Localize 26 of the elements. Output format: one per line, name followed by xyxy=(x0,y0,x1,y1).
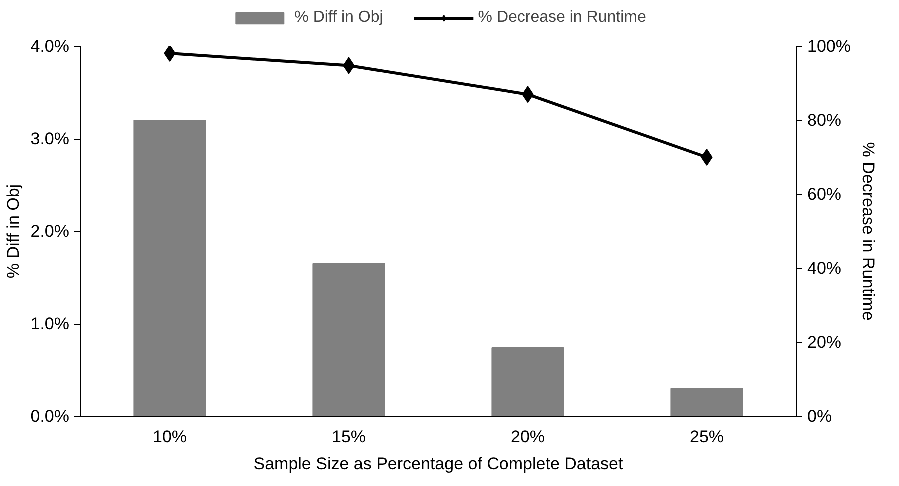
y2-tick-label: 0% xyxy=(808,407,832,426)
y2-axis-title: % Decrease in Runtime xyxy=(858,142,878,321)
y2-tick-label: 100% xyxy=(808,37,851,56)
point xyxy=(164,46,176,62)
legend-label: % Decrease in Runtime xyxy=(478,9,646,27)
x-axis-title: Sample Size as Percentage of Complete Dataset xyxy=(254,454,624,474)
y2-tick-label: 60% xyxy=(808,185,842,204)
x-tick-label: 20% xyxy=(510,428,546,446)
y-tick-label: 1.0% xyxy=(30,314,70,334)
y-tick-label: 0.0% xyxy=(30,407,70,426)
y-tick-label: 4.0% xyxy=(30,37,70,56)
point xyxy=(701,149,713,166)
y-axis-title: % Diff in Obj xyxy=(4,184,23,279)
bar xyxy=(312,263,386,416)
legend-label: % Diff in Obj xyxy=(294,9,384,27)
y2-tick-label: 20% xyxy=(808,333,842,352)
bar xyxy=(492,348,564,416)
y-tick-label: 2.0% xyxy=(30,222,70,241)
y2-tick-label: 40% xyxy=(808,259,842,278)
y2-tick-label: 80% xyxy=(808,111,842,130)
bar xyxy=(670,388,744,416)
x-tick-label: 15% xyxy=(332,428,366,446)
x-tick-label: 10% xyxy=(152,428,188,446)
x-tick-label: 25% xyxy=(690,428,724,446)
bar xyxy=(134,120,206,416)
y-tick-label: 3.0% xyxy=(30,130,70,148)
